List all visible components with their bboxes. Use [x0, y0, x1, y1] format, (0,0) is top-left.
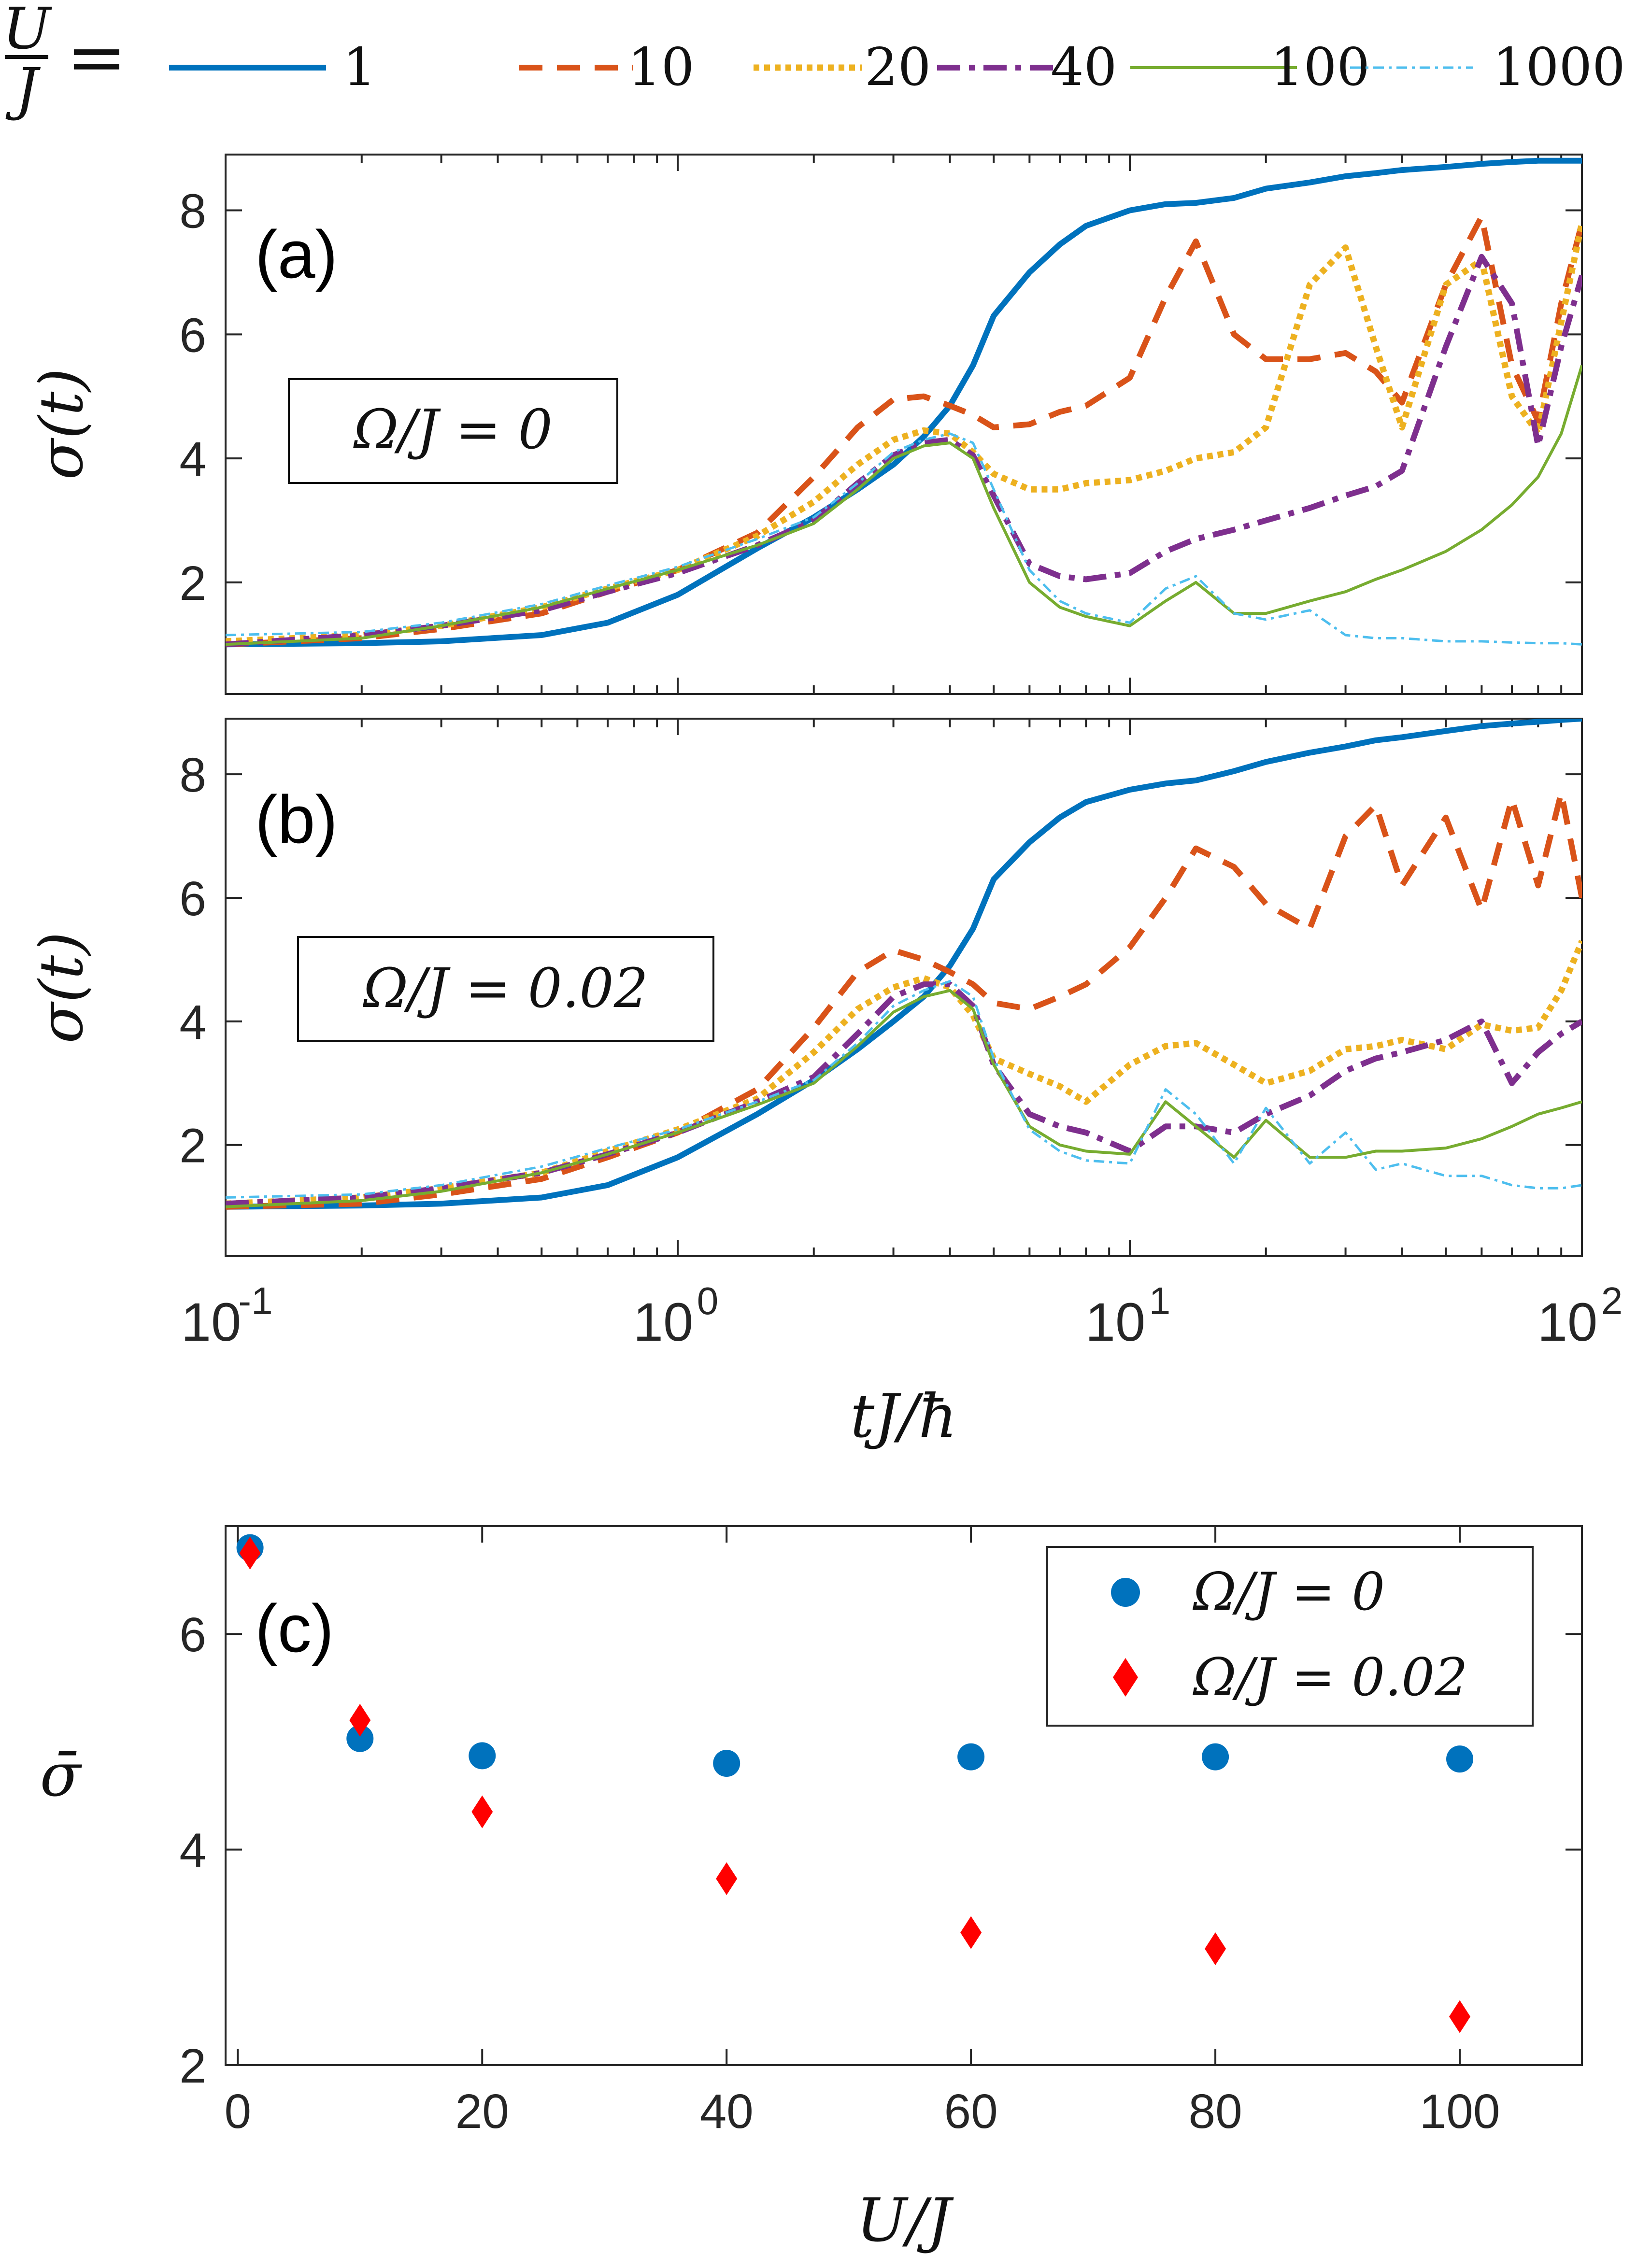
panel-a-series-40 [226, 254, 1582, 648]
panel-c-point-omega-0 [1446, 1745, 1474, 1773]
panel-c-point-omega-002 [960, 1916, 982, 1949]
legend-fraction-denominator: J [5, 56, 41, 122]
panel-c-ylabel: σ̄ [40, 1741, 83, 1810]
panel-b-xtick-label: 10 [633, 1292, 694, 1352]
legend-entry-omega-002: Ω/J = 0.02 [1192, 1647, 1468, 1708]
legend-label-1000: 1000 [1493, 37, 1625, 98]
panel-c-xlabel: U/J [856, 2186, 954, 2255]
legend-label-20: 20 [865, 37, 931, 98]
panel-b-xtick-exponent: 0 [697, 1279, 719, 1322]
panel-a-annotation: Ω/J = 0 [353, 398, 553, 461]
panel-a-series-1 [226, 157, 1582, 648]
panel-a-ytick-label: 4 [179, 432, 206, 486]
panel-a-series-1000 [226, 432, 1582, 646]
legend-label-1: 1 [343, 37, 376, 98]
panel-b-annotation: Ω/J = 0.02 [362, 957, 648, 1020]
panel-c-point-omega-002 [1205, 1932, 1226, 1965]
panel-b-label: (b) [255, 781, 338, 857]
panel-b-xtick-label: 10 [1537, 1292, 1598, 1352]
panel-c-xtick-label: 100 [1420, 2084, 1500, 2139]
panel-c-ytick-label: 6 [179, 1608, 206, 1662]
panel-a: 2 4 6 8 (a) Ω/J = 0 σ(t) [27, 154, 1583, 695]
legend-fraction-numerator: U [2, 0, 52, 62]
panel-c-point-omega-0 [957, 1743, 985, 1771]
panel-b-xtick-exponent: 1 [1149, 1279, 1171, 1322]
panel-b-xlabel: tJ/ħ [850, 1382, 957, 1451]
legend-label-40: 40 [1051, 37, 1117, 98]
panel-b-ytick-label: 4 [179, 995, 206, 1049]
panel-b-xtick-label: 10 [1085, 1292, 1146, 1352]
panel-c-point-omega-0 [713, 1750, 740, 1777]
legend-label-10: 10 [628, 37, 694, 98]
legend-circle-marker [1111, 1578, 1140, 1607]
panel-b-xtick-label: 10 [181, 1292, 242, 1352]
panel-c-point-omega-002 [1449, 2000, 1471, 2033]
panel-a-ytick-label: 6 [179, 308, 206, 362]
series-legend: U J = 1 10 20 40 100 1000 [2, 0, 1625, 122]
panel-c-point-omega-0 [469, 1742, 496, 1770]
panel-c-xtick-label: 80 [1188, 2084, 1242, 2139]
panel-c-point-omega-002 [239, 1536, 261, 1570]
panel-c-legend: Ω/J = 0 Ω/J = 0.02 [1046, 1546, 1534, 1727]
panel-c-xtick-label: 0 [224, 2084, 251, 2139]
panel-b-series-10 [226, 790, 1582, 1210]
panel-c-legend-box [1046, 1546, 1534, 1727]
panel-a-ytick-label: 8 [179, 184, 206, 239]
panel-a-series-100 [226, 365, 1582, 646]
panel-a-annotation-box [288, 378, 618, 484]
panel-c-xtick-label: 60 [944, 2084, 998, 2139]
panel-b-ylabel: σ(t) [27, 932, 97, 1043]
legend-equals: = [66, 15, 127, 99]
legend-diamond-marker [1113, 1658, 1138, 1697]
panel-b-series-1000 [226, 980, 1582, 1199]
panel-c-point-omega-002 [471, 1795, 493, 1829]
panel-b-ytick-label: 2 [179, 1119, 206, 1173]
panel-c-ytick-label: 4 [179, 1824, 206, 1878]
panel-b-series-1 [226, 719, 1582, 1210]
panel-a-label: (a) [255, 216, 338, 292]
panel-c: 0 20 40 60 80 100 2 4 6 (c) σ̄ U/J Ω/J = 0 Ω/J =… [40, 1525, 1583, 2255]
panel-b-xtick-exponent: -1 [238, 1279, 272, 1322]
panel-a-ylabel: σ(t) [27, 368, 97, 480]
legend-entry-omega-0: Ω/J = 0 [1192, 1562, 1385, 1622]
panel-c-point-omega-002 [349, 1703, 371, 1737]
panel-b-ytick-label: 6 [179, 872, 206, 926]
panel-c-point-omega-0 [346, 1725, 374, 1752]
panel-b-ytick-label: 8 [179, 748, 206, 802]
panel-a-frame [225, 154, 1583, 695]
panel-a-ytick-label: 2 [179, 556, 206, 610]
panel-c-xtick-label: 20 [456, 2084, 509, 2139]
panel-b-frame [225, 718, 1583, 1257]
panel-c-ytick-label: 2 [179, 2039, 206, 2093]
panel-c-point-omega-002 [716, 1862, 738, 1895]
panel-c-point-omega-0 [1202, 1743, 1229, 1771]
panel-b-series-100 [226, 989, 1582, 1208]
panel-b-annotation-box [297, 936, 714, 1042]
panel-c-xtick-label: 40 [700, 2084, 754, 2139]
panel-c-label: (c) [255, 1590, 334, 1666]
panel-c-frame [225, 1525, 1583, 2066]
panel-b-xtick-exponent: 2 [1601, 1279, 1623, 1322]
